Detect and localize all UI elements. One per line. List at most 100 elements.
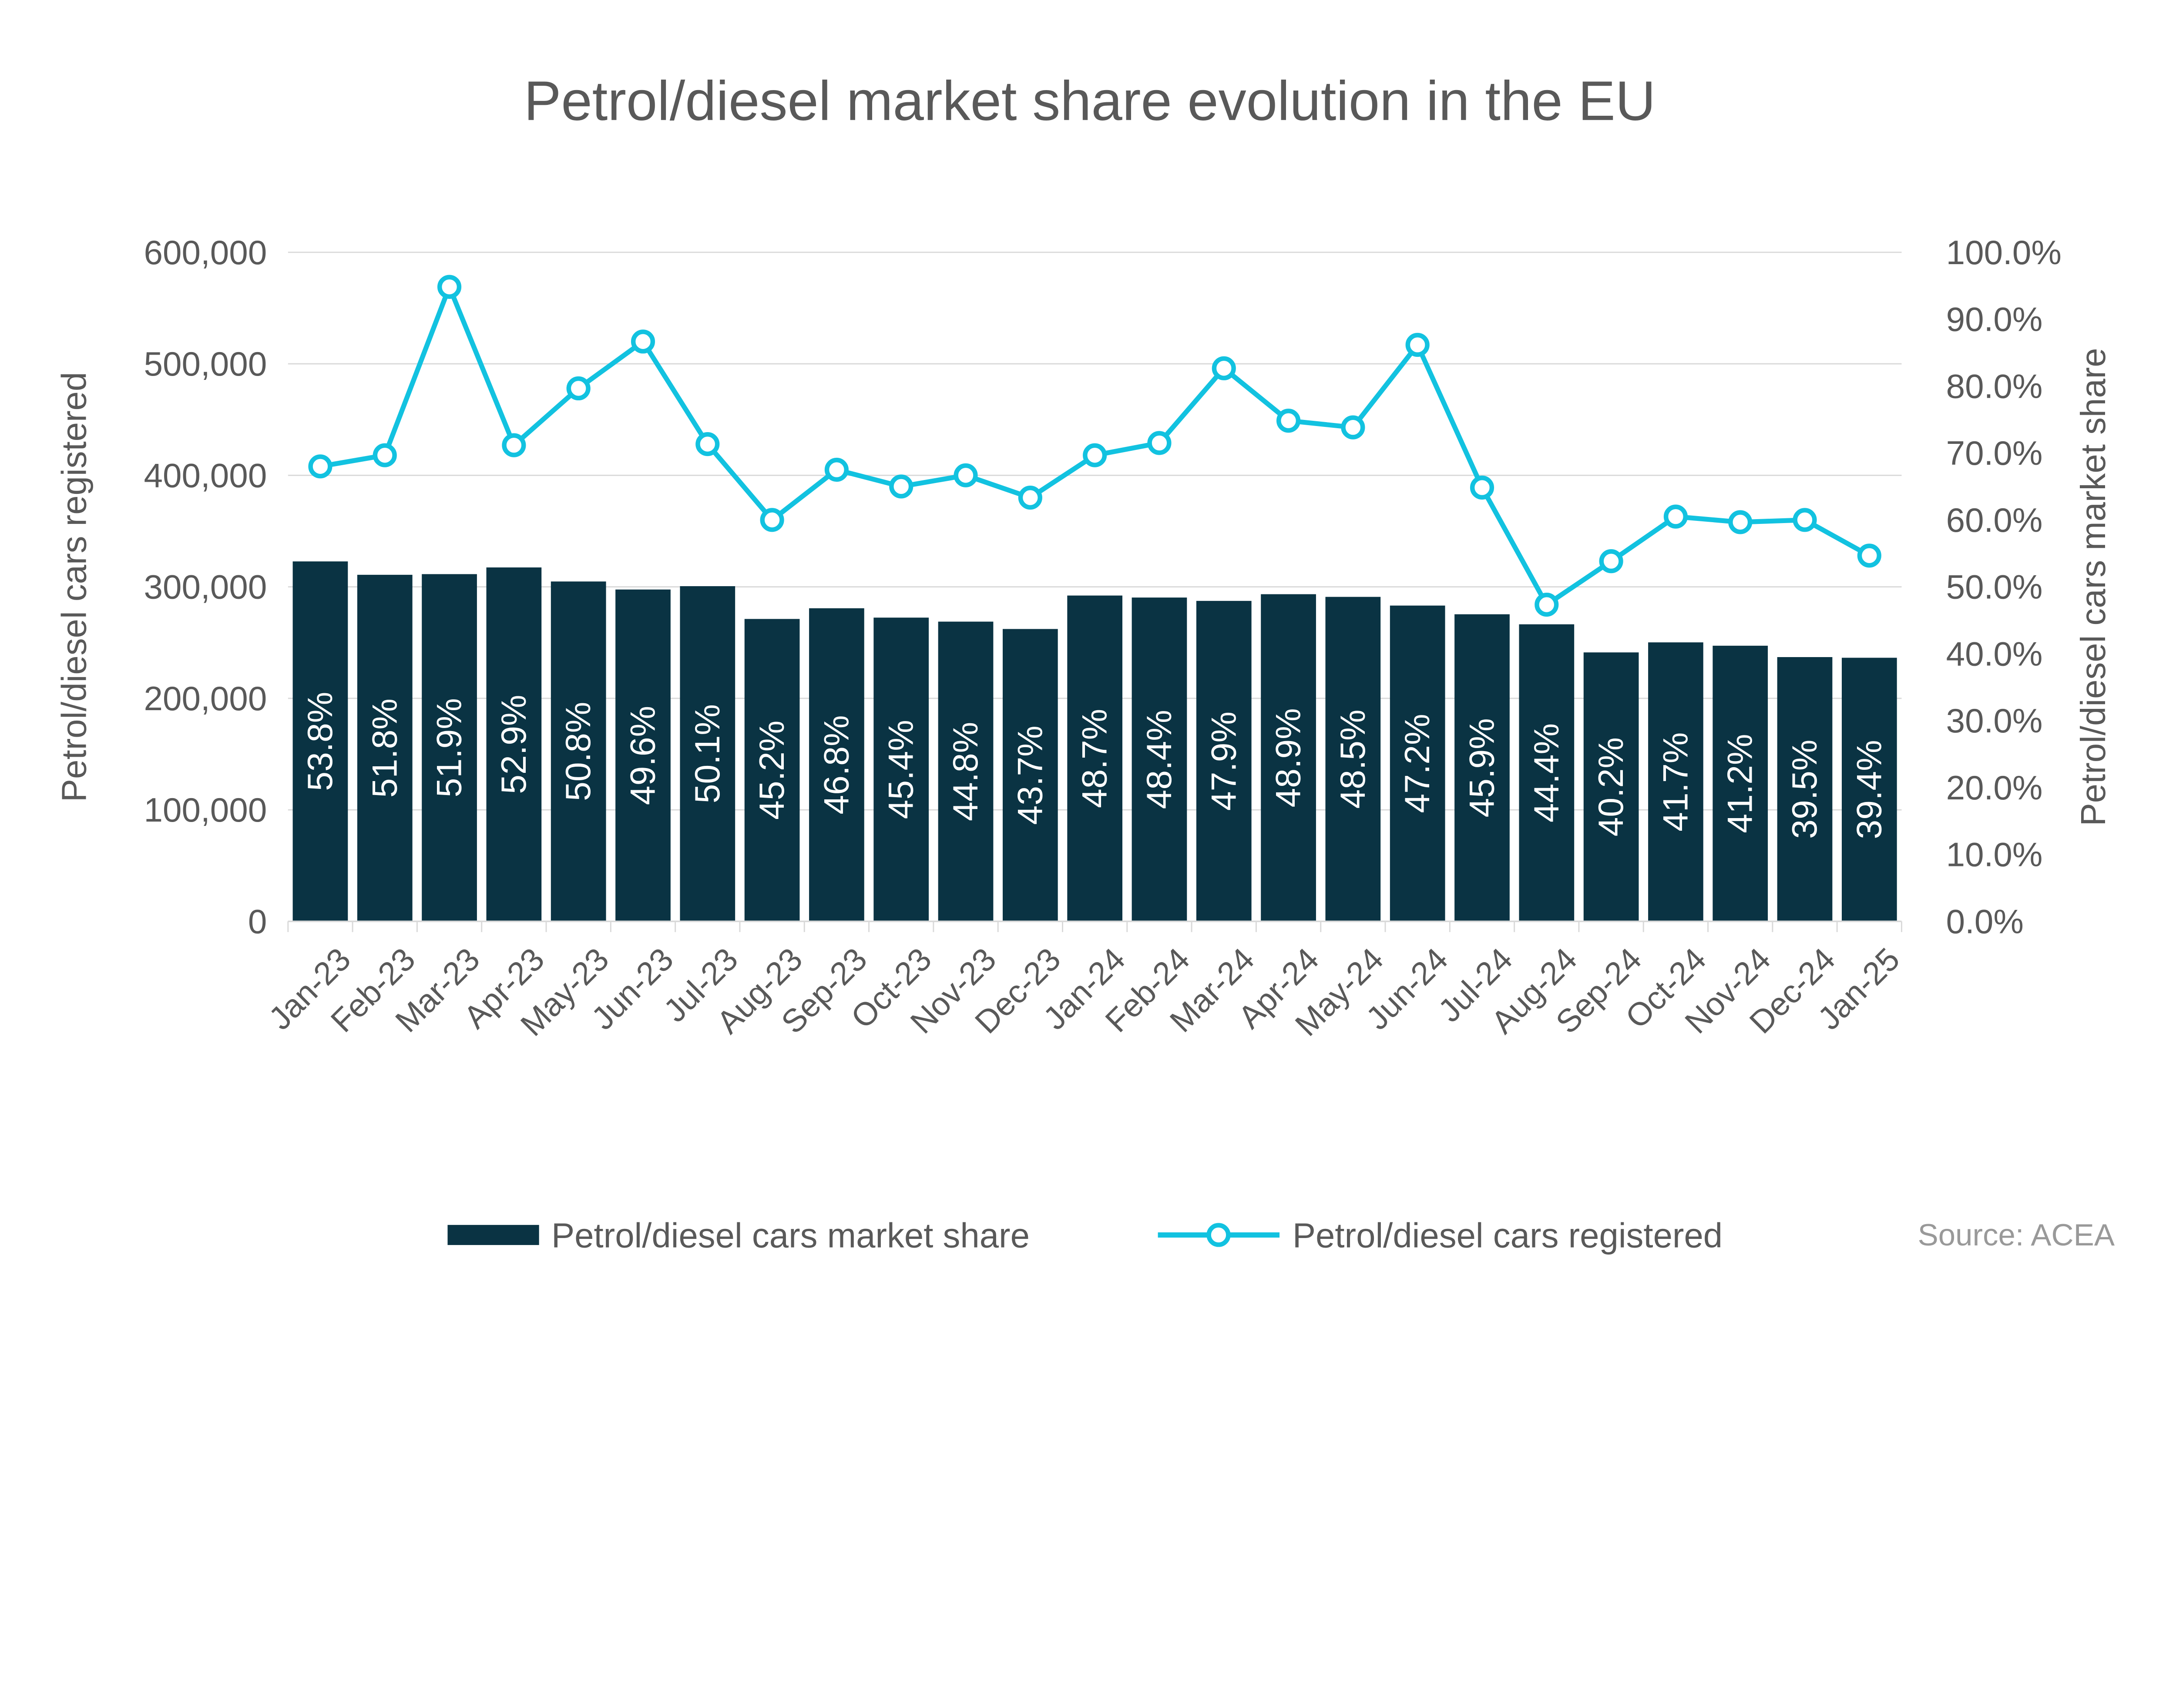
right-axis-tick-label: 100.0% bbox=[1946, 233, 2062, 272]
bar-value-label: 47.9% bbox=[1204, 711, 1243, 811]
bar-value-label: 40.2% bbox=[1592, 737, 1631, 836]
left-axis-tick-label: 300,000 bbox=[144, 568, 267, 606]
bar-value-label: 45.9% bbox=[1462, 718, 1501, 817]
market-share-bar bbox=[1002, 629, 1058, 922]
line-marker bbox=[954, 463, 978, 487]
left-axis-tick-label: 100,000 bbox=[144, 791, 267, 829]
bar-data-labels: 53.8% 51.8% 51.9% 52.9% 50.8% 49.6% 50.1% 45.2%… bbox=[301, 692, 1889, 839]
market-share-bar bbox=[1390, 605, 1445, 922]
line-marker bbox=[1018, 485, 1042, 510]
line-marker bbox=[1728, 510, 1753, 534]
market-share-bar bbox=[1777, 657, 1833, 922]
right-axis-tick-label: 30.0% bbox=[1946, 701, 2043, 740]
left-axis-tick-labels: 0 100,000 200,000 300,000 400,000 500,000 600,… bbox=[144, 233, 267, 940]
market-share-bar bbox=[744, 619, 800, 922]
bar-value-label: 50.8% bbox=[559, 702, 598, 801]
x-axis bbox=[287, 920, 1902, 932]
market-share-bar bbox=[486, 567, 542, 922]
market-share-bar bbox=[551, 581, 606, 922]
market-share-bar bbox=[1648, 642, 1703, 922]
bar-value-label: 41.2% bbox=[1721, 734, 1760, 833]
left-axis-tick-label: 200,000 bbox=[144, 679, 267, 718]
right-axis-tick-label: 60.0% bbox=[1946, 501, 2043, 539]
line-marker bbox=[502, 433, 526, 457]
right-axis-tick-label: 90.0% bbox=[1946, 300, 2043, 339]
bar-value-label: 52.9% bbox=[494, 695, 534, 794]
right-axis-tick-labels: 0.0% 10.0% 20.0% 30.0% 40.0% 50.0% 60.0% 70.0% 8… bbox=[1946, 233, 2062, 940]
market-share-bar bbox=[1196, 601, 1252, 922]
market-share-bar bbox=[357, 574, 413, 922]
line-marker bbox=[373, 443, 397, 467]
line-marker bbox=[437, 275, 462, 299]
market-share-bars bbox=[292, 561, 1897, 922]
line-marker bbox=[1083, 443, 1107, 467]
bar-value-label: 48.9% bbox=[1269, 708, 1308, 807]
bar-value-label: 45.2% bbox=[752, 721, 792, 820]
market-share-bar bbox=[1325, 597, 1381, 922]
line-marker bbox=[1663, 504, 1688, 529]
left-axis-tick-label: 600,000 bbox=[144, 233, 267, 272]
right-axis-tick-label: 80.0% bbox=[1946, 367, 2043, 405]
left-axis-tick-label: 500,000 bbox=[144, 345, 267, 383]
right-axis-tick-label: 70.0% bbox=[1946, 434, 2043, 472]
market-share-bar bbox=[809, 608, 864, 922]
bar-value-label: 39.4% bbox=[1850, 740, 1889, 839]
legend: Petrol/diesel cars market share Petrol/d… bbox=[447, 1216, 1723, 1255]
bar-value-label: 51.8% bbox=[365, 698, 404, 798]
bar-value-label: 51.9% bbox=[430, 698, 469, 797]
left-axis-tick-label: 0 bbox=[248, 902, 267, 940]
market-share-bar bbox=[1842, 658, 1897, 922]
line-marker bbox=[1599, 549, 1623, 574]
right-axis-tick-label: 20.0% bbox=[1946, 768, 2043, 807]
line-marker bbox=[1405, 332, 1430, 357]
market-share-bar bbox=[1583, 652, 1639, 922]
right-axis-tick-label: 0.0% bbox=[1946, 902, 2024, 940]
right-axis-tick-label: 50.0% bbox=[1946, 568, 2043, 606]
bar-value-label: 48.5% bbox=[1333, 709, 1373, 809]
line-marker bbox=[695, 432, 720, 456]
line-marker bbox=[631, 329, 655, 354]
market-share-bar bbox=[680, 586, 735, 922]
market-share-bar bbox=[1132, 597, 1187, 922]
market-share-bar bbox=[615, 589, 671, 922]
chart-title: Petrol/diesel market share evolution in … bbox=[524, 70, 1656, 132]
right-axis-tick-label: 10.0% bbox=[1946, 836, 2043, 874]
registrations-line-series bbox=[308, 275, 1881, 617]
source-note: Source: ACEA bbox=[1918, 1218, 2115, 1252]
x-axis-tick-labels: Jan-23Feb-23Mar-23Apr-23May-23Jun-23Jul-… bbox=[262, 941, 1907, 1043]
bar-value-label: 48.7% bbox=[1075, 709, 1115, 808]
market-share-bar bbox=[1713, 645, 1768, 922]
market-share-bar bbox=[292, 561, 348, 922]
line-marker bbox=[889, 474, 913, 499]
bar-value-label: 53.8% bbox=[301, 692, 340, 791]
line-marker bbox=[1857, 544, 1881, 568]
market-share-bar bbox=[1067, 595, 1122, 922]
bar-value-label: 46.8% bbox=[817, 715, 856, 814]
combo-chart: 53.8% 51.8% 51.9% 52.9% 50.8% 49.6% 50.1% 45.2%… bbox=[54, 70, 2115, 1255]
bar-value-label: 49.6% bbox=[623, 706, 662, 805]
legend-bar-swatch-icon bbox=[447, 1225, 539, 1245]
line-marker bbox=[1470, 475, 1494, 500]
market-share-bar bbox=[1454, 614, 1510, 922]
bar-value-label: 48.4% bbox=[1140, 710, 1179, 809]
bar-value-label: 50.1% bbox=[688, 704, 727, 803]
bar-value-label: 44.4% bbox=[1527, 723, 1566, 822]
market-share-bar bbox=[1261, 594, 1316, 922]
market-share-bar bbox=[873, 617, 929, 922]
line-marker bbox=[1341, 415, 1365, 440]
line-marker bbox=[1793, 508, 1817, 532]
line-marker bbox=[1535, 592, 1559, 617]
line-marker bbox=[1147, 431, 1172, 455]
line-marker bbox=[566, 376, 591, 401]
bar-value-label: 43.7% bbox=[1011, 725, 1050, 825]
bar-value-label: 41.7% bbox=[1656, 732, 1695, 832]
legend-bar-label: Petrol/diesel cars market share bbox=[551, 1216, 1030, 1255]
bar-value-label: 39.5% bbox=[1785, 740, 1824, 839]
market-share-bar bbox=[1519, 624, 1575, 922]
legend-line-marker-icon bbox=[1206, 1223, 1231, 1247]
bar-value-label: 45.4% bbox=[882, 720, 921, 819]
line-marker bbox=[824, 457, 849, 482]
market-share-bar bbox=[422, 574, 477, 922]
line-marker bbox=[1276, 409, 1301, 433]
right-axis-tick-label: 40.0% bbox=[1946, 634, 2043, 673]
